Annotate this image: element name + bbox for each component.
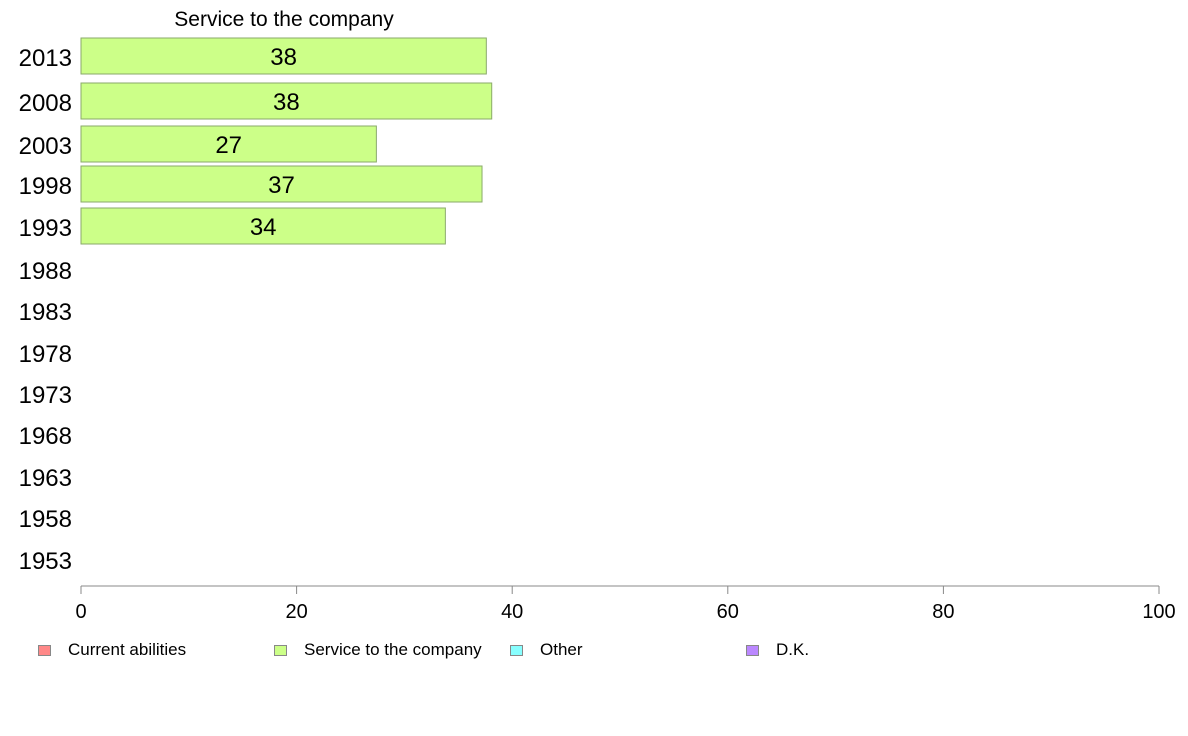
bar-value-label: 34	[250, 214, 277, 241]
y-tick-label: 1983	[19, 299, 72, 326]
bar-value-label: 38	[270, 44, 297, 71]
y-tick-label: 1998	[19, 173, 72, 200]
legend-label: Current abilities	[68, 640, 187, 659]
y-tick-label: 1973	[19, 382, 72, 409]
legend-label: D.K.	[776, 640, 810, 659]
legend-label: Service to the company	[304, 640, 482, 659]
y-tick-label: 1953	[19, 548, 72, 575]
x-tick-label: 100	[1142, 601, 1175, 623]
legend-label: Other	[540, 640, 583, 659]
legend-swatch	[746, 644, 759, 656]
bar	[80, 37, 487, 75]
bar-value-label: 38	[273, 89, 300, 116]
legend-item-dk: D.K.	[746, 640, 809, 660]
y-tick-label: 2013	[19, 45, 72, 72]
chart-title: Service to the company	[174, 8, 394, 31]
y-tick-label: 1968	[19, 423, 72, 450]
bar	[80, 82, 493, 120]
x-tick-label: 60	[717, 601, 739, 623]
y-axis-labels: 2013 2008 2003 1998 1993 1988 1983 1978 1973 1968…	[19, 45, 72, 575]
y-tick-label: 1958	[19, 506, 72, 533]
x-axis: 0 20 40 60 80 100	[75, 585, 1176, 623]
bars-group: 38 38 27 37 34	[80, 37, 493, 245]
legend-item-other: Other	[510, 640, 583, 660]
x-tick-label: 0	[75, 601, 86, 623]
legend-swatch	[510, 644, 523, 656]
x-tick-label: 40	[501, 601, 523, 623]
y-tick-label: 1978	[19, 341, 72, 368]
y-tick-label: 1988	[19, 258, 72, 285]
bar	[80, 207, 446, 245]
y-tick-label: 1963	[19, 465, 72, 492]
legend-item-current-abilities: Current abilities	[38, 640, 186, 660]
bar-value-label: 37	[268, 172, 295, 199]
y-tick-label: 1993	[19, 215, 72, 242]
x-tick-label: 80	[932, 601, 954, 623]
bar	[80, 125, 377, 163]
x-tick-label: 20	[285, 601, 307, 623]
bar	[80, 165, 483, 203]
legend: Current abilities Service to the company…	[38, 640, 1138, 662]
y-tick-label: 2008	[19, 90, 72, 117]
legend-swatch	[38, 644, 51, 656]
bar-value-label: 27	[215, 132, 242, 159]
legend-swatch	[274, 644, 287, 656]
legend-item-service-to-the-company: Service to the company	[274, 640, 482, 660]
y-tick-label: 2003	[19, 133, 72, 160]
